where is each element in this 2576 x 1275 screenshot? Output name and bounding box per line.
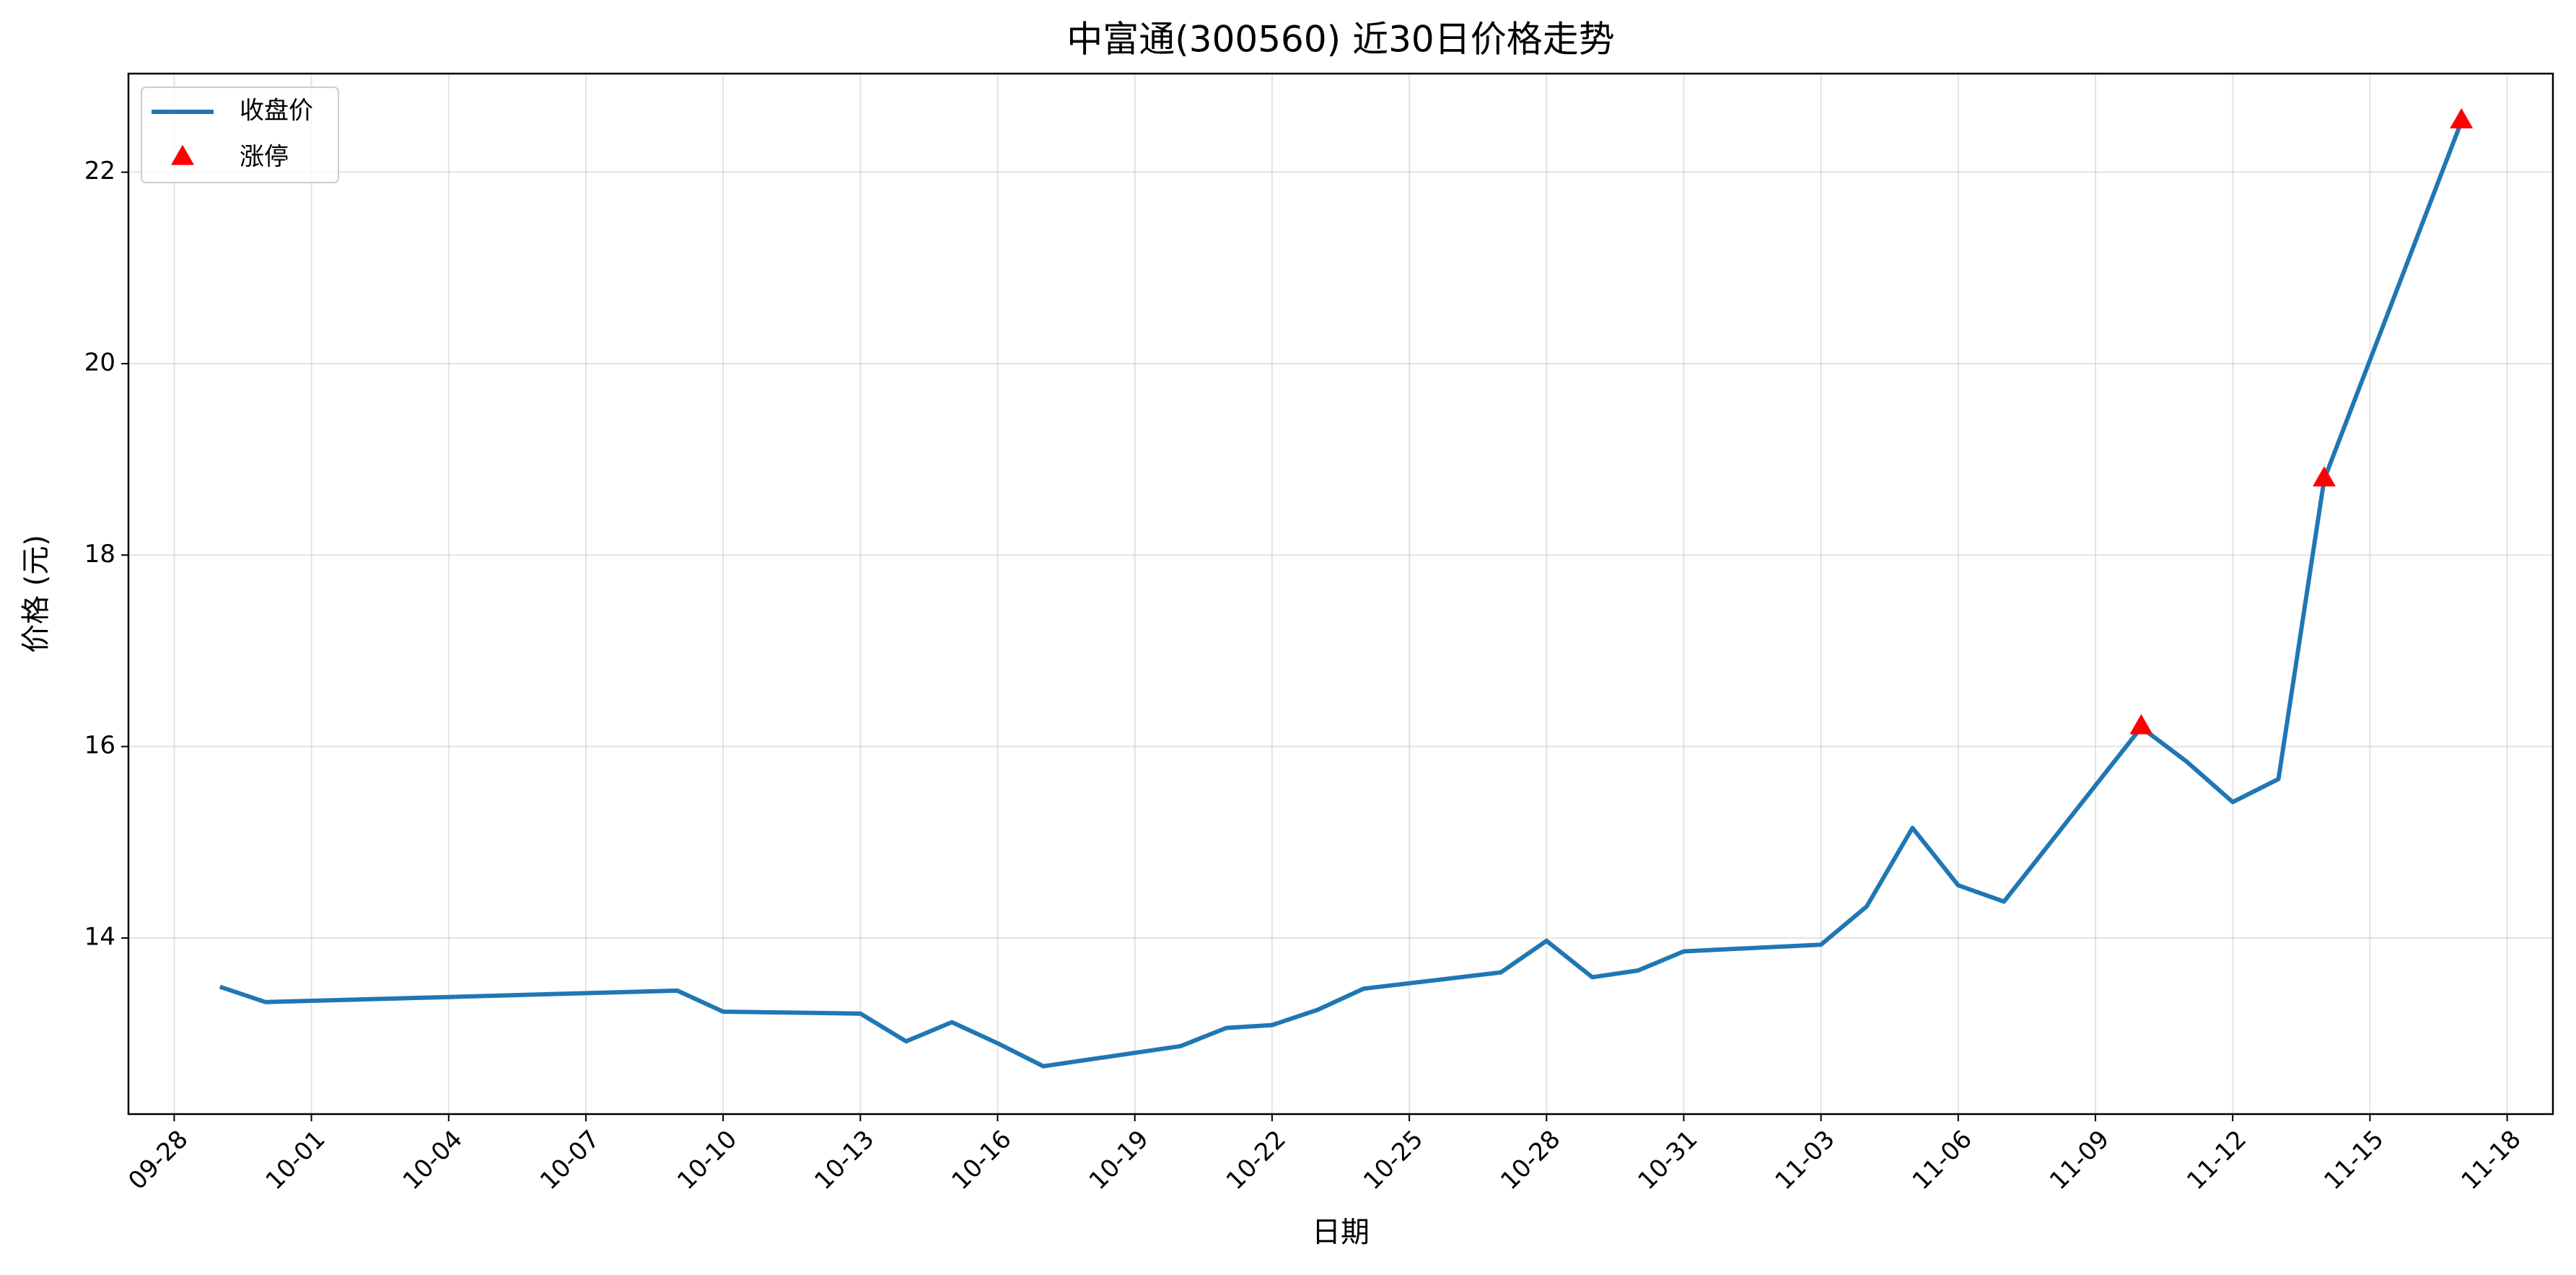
chart-title: 中富通(300560) 近30日价格走势 <box>1066 19 1614 61</box>
x-tick-label: 10-13 <box>809 1125 880 1196</box>
legend-label: 收盘价 <box>240 97 313 126</box>
legend-marker <box>171 144 194 165</box>
limit-up-marker <box>2313 466 2336 487</box>
y-tick-label: 18 <box>84 540 115 569</box>
x-tick-label: 10-16 <box>946 1125 1017 1196</box>
x-tick-label: 10-07 <box>535 1125 605 1196</box>
x-tick-label: 11-06 <box>1907 1125 1978 1196</box>
y-axis-label: 价格 (元) <box>19 535 53 653</box>
y-tick-label: 20 <box>84 348 115 377</box>
x-tick-label: 10-04 <box>398 1125 468 1196</box>
y-tick-label: 22 <box>84 157 115 185</box>
y-tick-label: 14 <box>84 922 115 951</box>
x-tick-label: 10-01 <box>260 1125 331 1196</box>
x-axis-label: 日期 <box>1312 1216 1370 1249</box>
price-line <box>219 121 2464 1069</box>
x-tick-label: 10-31 <box>1632 1125 1703 1196</box>
x-tick-label: 11-09 <box>2044 1125 2115 1196</box>
x-tick-label: 10-25 <box>1358 1125 1429 1196</box>
x-tick-label: 11-15 <box>2318 1125 2389 1196</box>
x-tick-label: 09-28 <box>123 1125 193 1196</box>
x-tick-label: 10-19 <box>1084 1125 1155 1196</box>
x-tick-label: 11-03 <box>1770 1125 1841 1196</box>
x-tick-label: 11-18 <box>2456 1125 2527 1196</box>
y-tick-label: 16 <box>84 731 115 760</box>
x-tick-label: 10-10 <box>672 1125 742 1196</box>
legend-label: 涨停 <box>240 143 289 172</box>
x-tick-label: 11-12 <box>2181 1125 2252 1196</box>
plot-frame <box>127 72 2554 1116</box>
x-tick-label: 10-28 <box>1495 1125 1566 1196</box>
limit-up-marker <box>2450 108 2474 128</box>
limit-up-marker <box>2129 714 2153 735</box>
x-tick-label: 10-22 <box>1221 1125 1292 1196</box>
